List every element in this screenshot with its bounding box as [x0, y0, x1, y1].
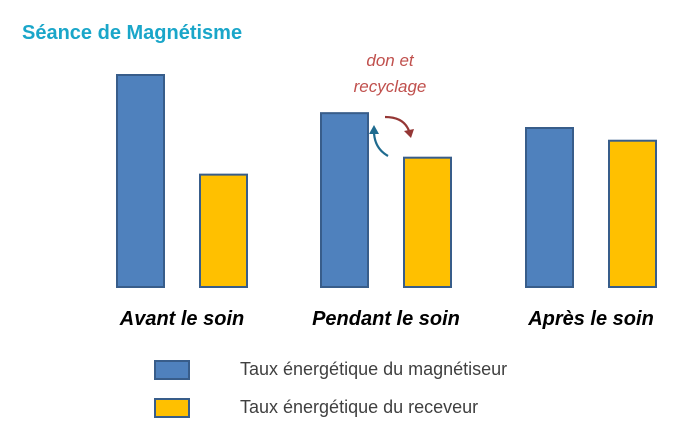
bar-magnetiseur-2	[525, 127, 574, 288]
bar-receveur-2	[608, 139, 657, 288]
arrow-up-head	[369, 125, 379, 134]
legend-label-magnetiseur: Taux énergétique du magnétiseur	[240, 359, 508, 379]
category-label-2: Après le soin	[527, 308, 654, 330]
legend-label-receveur: Taux énergétique du receveur	[240, 397, 479, 417]
annotation-line-2: recyclage	[353, 77, 427, 96]
bar-magnetiseur-1	[320, 112, 369, 288]
bar-receveur-0	[199, 173, 248, 288]
arrow-up-icon	[372, 130, 389, 157]
category-label-1: Pendant le soin	[312, 308, 460, 330]
chart-title: Séance de Magnétisme	[22, 22, 243, 44]
legend-swatch-blue	[154, 360, 190, 380]
bar-receveur-1	[403, 156, 452, 288]
category-label-0: Avant le soin	[119, 308, 244, 330]
arrow-down-head	[404, 129, 414, 138]
annotation-line-1: don et	[366, 51, 414, 70]
annotation-don-recyclage: don et recyclage	[330, 48, 450, 100]
legend-swatch-yellow	[154, 398, 190, 418]
bar-chart: Avant le soin Pendant le soin Après le soi…	[116, 74, 657, 330]
bar-magnetiseur-0	[116, 74, 165, 288]
arrow-down-icon	[384, 115, 411, 132]
